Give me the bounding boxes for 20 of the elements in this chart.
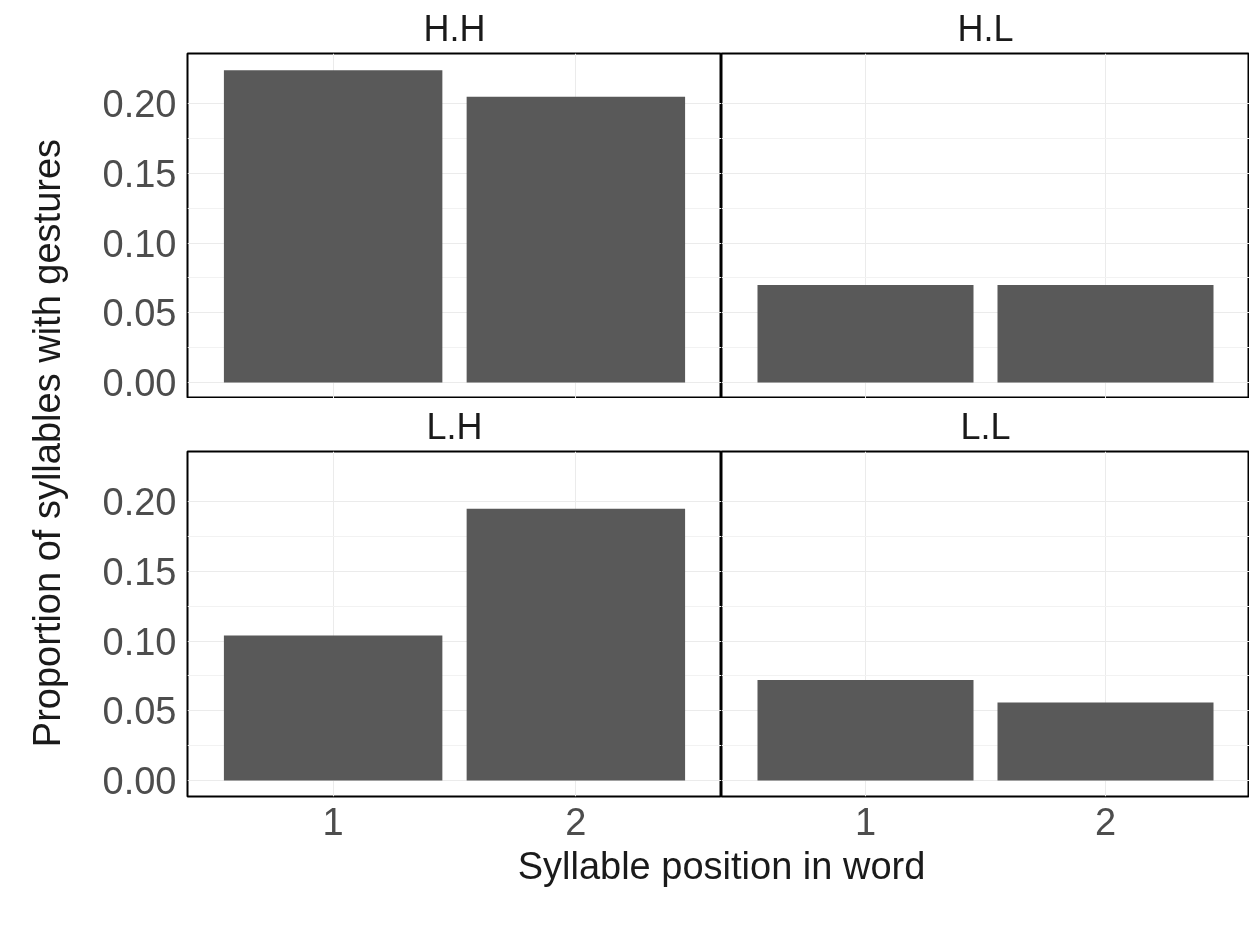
- chart-title: L.H: [426, 405, 483, 447]
- x-tick-label: 2: [1094, 800, 1117, 843]
- y-tick-label: 0.00: [102, 361, 177, 404]
- y-tick-label: 0.15: [102, 152, 177, 195]
- y-tick-label: 0.00: [102, 759, 177, 802]
- x-tick-label: 1: [854, 800, 877, 843]
- chart-title: H.H: [423, 7, 486, 49]
- y-tick-label: 0.15: [102, 550, 177, 593]
- y-tick-label: 0.20: [102, 481, 177, 524]
- y-tick-label: 0.05: [102, 690, 177, 733]
- y-axis-title: Proportion of syllables with gestures: [26, 138, 68, 748]
- chart-title: H.L: [957, 7, 1014, 49]
- y-tick-label: 0.05: [102, 292, 177, 335]
- x-tick-label: 1: [322, 800, 344, 843]
- x-tick-label: 2: [565, 800, 587, 843]
- x-axis-title: Syllable position in word: [517, 844, 926, 887]
- y-tick-label: 0.10: [102, 620, 177, 663]
- y-tick-label: 0.20: [102, 83, 177, 126]
- y-tick-label: 0.10: [102, 222, 177, 265]
- chart-title: L.L: [960, 405, 1011, 447]
